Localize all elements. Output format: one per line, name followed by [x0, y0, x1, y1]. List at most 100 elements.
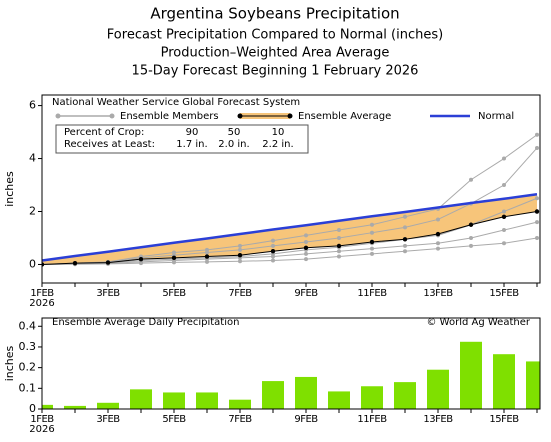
ensemble-member-point	[205, 250, 209, 255]
ensemble-member-point	[502, 241, 506, 246]
crop-table-cell: Percent of Crop:	[64, 127, 144, 138]
ensemble-member-point	[403, 243, 407, 248]
average-point	[105, 260, 111, 265]
bar	[163, 392, 185, 409]
ensemble-member-point	[535, 220, 539, 225]
ensemble-member-point	[271, 258, 275, 263]
bar	[64, 405, 86, 409]
chart-subtitle: Forecast Precipitation Compared to Norma…	[107, 28, 443, 43]
ensemble-member-point	[238, 247, 242, 252]
ensemble-member-line	[42, 134, 538, 265]
x-year-label: 2026	[29, 424, 54, 435]
x-tick-label: 15FEB	[489, 288, 519, 299]
crop-table-cell: 1.7 in.	[176, 139, 207, 150]
crop-table-box	[55, 124, 309, 154]
bar	[295, 376, 317, 409]
ensemble-member-point	[139, 261, 143, 266]
average-line	[42, 211, 538, 265]
bar	[394, 382, 416, 409]
y-tick-label: 0.4	[19, 319, 37, 332]
bar	[328, 391, 350, 409]
legend-label: Ensemble Average	[298, 111, 391, 122]
legend-members-dot	[109, 113, 115, 119]
average-point	[42, 262, 45, 267]
bar	[97, 402, 119, 409]
ensemble-member-point	[337, 254, 341, 259]
ensemble-member-point	[502, 183, 506, 188]
x-tick-label: 9FEB	[294, 414, 318, 425]
ensemble-member-line	[42, 197, 538, 265]
ensemble-member-point	[271, 243, 275, 248]
plot-frame	[41, 94, 541, 284]
average-point	[72, 260, 78, 266]
ensemble-member-point	[502, 228, 506, 233]
legend-average-dot	[237, 113, 243, 119]
plot-frame	[41, 317, 541, 410]
ensemble-member-point	[502, 209, 506, 214]
ensemble-member-point	[403, 249, 407, 254]
average-point	[534, 209, 540, 214]
normal-line	[42, 193, 538, 262]
average-point	[237, 252, 243, 258]
crop-table-cell: 2.2 in.	[262, 139, 293, 150]
y-tick-label: 2	[29, 205, 36, 218]
y-tick-label: 0.1	[19, 381, 37, 394]
legend-members-dot	[55, 113, 61, 119]
average-point	[369, 239, 375, 245]
ensemble-member-point	[370, 251, 374, 256]
average-point	[138, 256, 144, 262]
x-tick-label: 11FEB	[357, 414, 387, 425]
crop-table-cell: 50	[228, 127, 241, 138]
ensemble-member-point	[469, 177, 473, 182]
average-point	[204, 254, 210, 259]
x-tick-label: 5FEB	[162, 414, 186, 425]
bar	[130, 389, 152, 409]
ensemble-member-point	[403, 225, 407, 230]
ensemble-member-line	[42, 147, 538, 265]
average-point	[336, 243, 342, 249]
ensemble-member-point	[535, 196, 539, 201]
average-point	[171, 255, 177, 261]
ensemble-member-point	[337, 228, 341, 233]
crop-table-cell: 10	[272, 127, 285, 138]
bar	[361, 386, 383, 409]
ensemble-member-point	[469, 243, 473, 248]
chart-subtitle: Production–Weighted Area Average	[161, 46, 390, 61]
ensemble-member-point	[403, 214, 407, 219]
x-tick-label: 7FEB	[228, 288, 252, 299]
ensemble-member-point	[304, 239, 308, 244]
bar	[196, 392, 218, 409]
ensemble-member-point	[172, 260, 176, 265]
plot	[42, 341, 540, 409]
ensemble-member-point	[535, 145, 539, 150]
x-tick-label: 11FEB	[357, 288, 387, 299]
bar	[493, 354, 515, 409]
ensemble-member-point	[271, 238, 275, 243]
chart-title: Argentina Soybeans Precipitation	[150, 5, 399, 23]
ensemble-member-point	[337, 249, 341, 254]
average-point	[435, 231, 441, 237]
credit: © World Ag Weather	[427, 317, 531, 328]
ensemble-member-point	[304, 257, 308, 262]
ensemble-member-point	[304, 251, 308, 256]
x-tick-label: 3FEB	[96, 288, 120, 299]
ensemble-member-point	[205, 259, 209, 264]
ensemble-member-point	[436, 217, 440, 222]
x-tick-label: 1FEB	[30, 414, 54, 425]
crop-table-cell: Receives at Least:	[64, 139, 155, 150]
x-tick-label: 13FEB	[423, 288, 453, 299]
y-tick-label: 0.3	[19, 340, 37, 353]
ensemble-member-point	[502, 156, 506, 161]
average-point	[270, 249, 276, 254]
average-point	[303, 245, 309, 250]
x-tick-label: 15FEB	[489, 414, 519, 425]
average-point	[501, 214, 507, 220]
x-tick-label: 9FEB	[294, 288, 318, 299]
bar	[427, 369, 449, 409]
x-tick-label: 1FEB	[30, 288, 54, 299]
ensemble-member-point	[304, 233, 308, 238]
ensemble-member-point	[535, 235, 539, 240]
x-tick-label: 5FEB	[162, 288, 186, 299]
y-tick-label: 6	[29, 99, 36, 112]
